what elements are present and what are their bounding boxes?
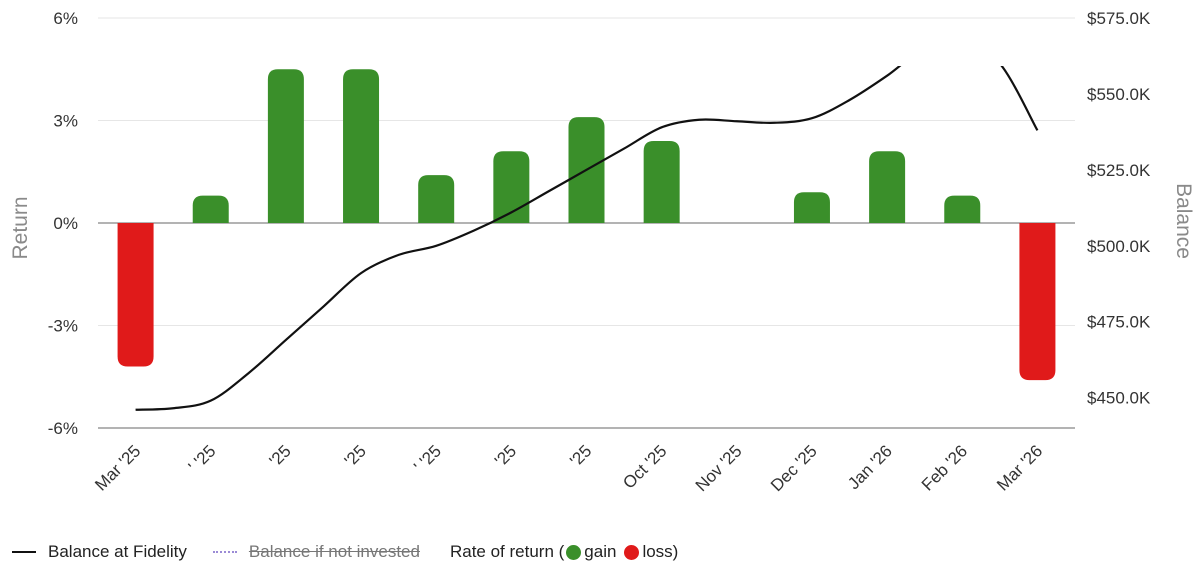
- right-tick-label: $575.0K: [1087, 9, 1151, 28]
- legend-not-invested-label: Balance if not invested: [248, 542, 420, 561]
- legend-rate-of-return: Rate of return ( gain loss): [450, 542, 678, 562]
- gain-bar[interactable]: [343, 69, 380, 223]
- gain-bar[interactable]: [944, 195, 981, 223]
- x-tick-label: ' '25: [185, 441, 220, 476]
- right-tick-label: $525.0K: [1087, 161, 1151, 180]
- legend-loss-label: loss): [642, 542, 679, 561]
- left-tick-label: -6%: [48, 419, 78, 438]
- legend-ror-prefix: Rate of return (: [449, 542, 565, 561]
- right-tick-label: $450.0K: [1087, 389, 1151, 408]
- right-axis-ticks: $575.0K $550.0K $525.0K $500.0K $475.0K $450.…: [1087, 9, 1151, 408]
- gain-bar[interactable]: [192, 195, 229, 223]
- legend-gain-label: gain: [584, 542, 617, 561]
- loss-dot-icon: [624, 544, 640, 560]
- balance-line-swatch: [12, 551, 36, 553]
- x-tick-label: '25: [566, 441, 595, 470]
- legend: Balance at Fidelity Balance if not inves…: [12, 540, 678, 564]
- loss-bar[interactable]: [117, 223, 154, 367]
- right-axis-title: Balance: [1172, 183, 1195, 259]
- gain-dot-icon: [566, 544, 582, 560]
- balance-line[interactable]: [135, 41, 1039, 411]
- x-tick-label: Mar '26: [993, 441, 1046, 494]
- x-tick-label: '25: [266, 441, 295, 470]
- gain-bar[interactable]: [793, 192, 830, 223]
- x-tick-label: Jan '26: [844, 441, 896, 493]
- return-bars: [117, 69, 1056, 381]
- x-tick-label: Dec '25: [767, 441, 821, 495]
- left-tick-label: 6%: [53, 9, 78, 28]
- left-axis-title: Return: [9, 196, 32, 259]
- loss-bar[interactable]: [1019, 223, 1056, 381]
- gain-bar[interactable]: [267, 69, 304, 223]
- x-axis-ticks: Mar '25 ' '25 '25 '25 ' '25 '25 '25 Oct '25 Nov …: [91, 441, 1046, 495]
- gain-bar[interactable]: [493, 151, 530, 223]
- right-tick-label: $475.0K: [1087, 313, 1151, 332]
- legend-balance[interactable]: Balance at Fidelity: [12, 542, 187, 562]
- x-tick-label: Oct '25: [619, 441, 670, 492]
- gain-bar[interactable]: [418, 175, 455, 223]
- right-tick-label: $500.0K: [1087, 237, 1151, 256]
- x-tick-label: Mar '25: [91, 441, 144, 494]
- left-tick-label: 3%: [53, 112, 78, 131]
- legend-balance-label: Balance at Fidelity: [48, 542, 187, 561]
- x-tick-label: '25: [341, 441, 370, 470]
- x-tick-label: '25: [491, 441, 520, 470]
- x-tick-label: ' '25: [410, 441, 445, 476]
- x-tick-label: Nov '25: [692, 441, 746, 495]
- left-tick-label: -3%: [48, 317, 78, 336]
- gain-bar[interactable]: [869, 151, 906, 223]
- not-invested-line-swatch: [212, 551, 237, 553]
- legend-not-invested[interactable]: Balance if not invested: [187, 542, 420, 562]
- left-axis-ticks: 6% 3% 0% -3% -6%: [48, 9, 78, 438]
- balance-line-series: [135, 41, 1039, 411]
- x-tick-label: Feb '26: [918, 441, 971, 494]
- left-tick-label: 0%: [53, 214, 78, 233]
- gain-bar[interactable]: [643, 141, 680, 223]
- right-tick-label: $550.0K: [1087, 85, 1151, 104]
